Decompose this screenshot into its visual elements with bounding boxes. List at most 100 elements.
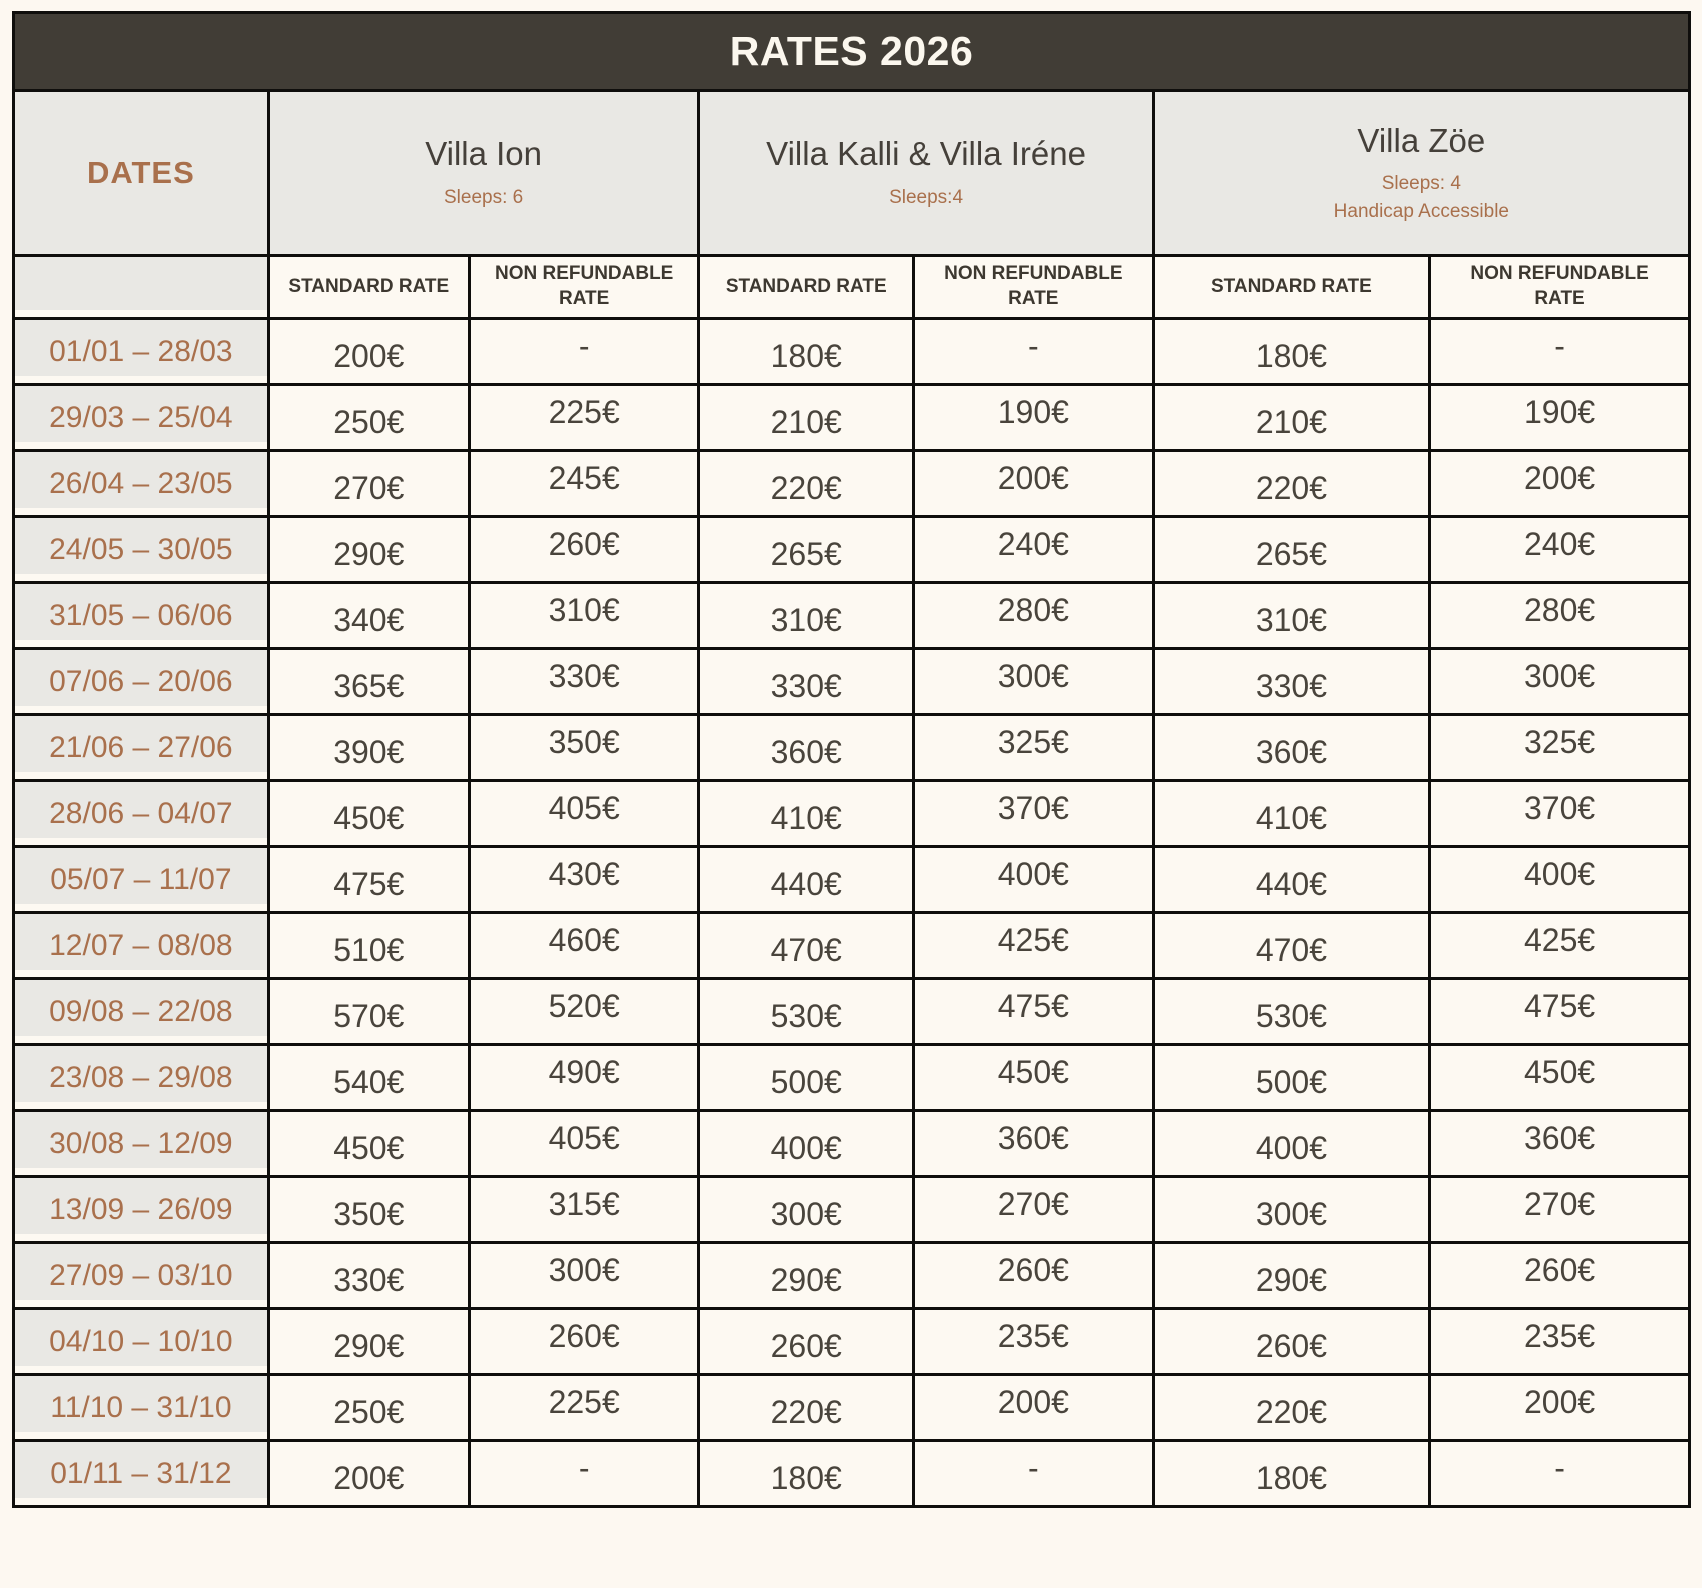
villa-sleeps: Sleeps: 4 bbox=[1381, 173, 1461, 195]
rate-value: 500€ bbox=[1255, 1063, 1327, 1100]
rate-value: 270€ bbox=[333, 469, 405, 506]
date-range-cell: 12/07 – 08/08 bbox=[12, 911, 270, 980]
rate-cell-non-refundable: 200€ bbox=[911, 1373, 1155, 1442]
rate-cell-standard: 260€ bbox=[697, 1307, 915, 1376]
rate-cell-standard: 390€ bbox=[266, 713, 471, 782]
rate-cell-standard: 290€ bbox=[697, 1241, 915, 1310]
rate-value: - bbox=[1027, 328, 1039, 364]
date-range-cell: 23/08 – 29/08 bbox=[12, 1043, 270, 1112]
rate-value: 310€ bbox=[1255, 601, 1327, 638]
rate-value: 200€ bbox=[1523, 1384, 1596, 1420]
rate-cell-standard: 220€ bbox=[1151, 449, 1432, 518]
rate-value: 180€ bbox=[770, 1459, 842, 1496]
table-body: 01/01 – 28/03 200€ - 180€ - 180€ - 29/03… bbox=[12, 317, 1691, 1508]
date-range: 04/10 – 10/10 bbox=[49, 1324, 233, 1358]
rate-cell-standard: 310€ bbox=[1151, 581, 1432, 650]
villa-zoe-header: Villa Zöe Sleeps: 4 Handicap Accessible bbox=[1151, 89, 1692, 257]
rate-cell-non-refundable: 260€ bbox=[467, 515, 701, 584]
non-refundable-rate-header: NON REFUNDABLE RATE bbox=[911, 254, 1155, 320]
table-row: 01/01 – 28/03 200€ - 180€ - 180€ - bbox=[12, 317, 1691, 386]
table-row: 05/07 – 11/07 475€ 430€ 440€ 400€ 440€ 4… bbox=[12, 845, 1691, 914]
rate-value: 225€ bbox=[548, 394, 620, 430]
date-range-cell: 09/08 – 22/08 bbox=[12, 977, 270, 1046]
rate-cell-non-refundable: 450€ bbox=[911, 1043, 1155, 1112]
rate-type-header-row: STANDARD RATE NON REFUNDABLE RATE STANDA… bbox=[12, 254, 1691, 320]
rate-cell-non-refundable: 280€ bbox=[1428, 581, 1691, 650]
rate-value: 180€ bbox=[1255, 1459, 1327, 1496]
rate-cell-standard: 470€ bbox=[697, 911, 915, 980]
rate-value: 365€ bbox=[333, 667, 405, 704]
rate-value: 520€ bbox=[548, 988, 620, 1024]
rate-value: 200€ bbox=[333, 1459, 405, 1496]
rate-cell-non-refundable: 300€ bbox=[911, 647, 1155, 716]
rate-cell-non-refundable: 300€ bbox=[1428, 647, 1691, 716]
date-range: 11/10 – 31/10 bbox=[50, 1390, 232, 1424]
rate-value: 300€ bbox=[997, 658, 1069, 694]
non-refundable-rate-header: NON REFUNDABLE RATE bbox=[1428, 254, 1691, 320]
rate-value: 220€ bbox=[770, 469, 842, 506]
rate-cell-standard: 330€ bbox=[266, 1241, 471, 1310]
rate-cell-standard: 440€ bbox=[697, 845, 915, 914]
rate-value: 290€ bbox=[333, 1327, 405, 1364]
rate-value: 340€ bbox=[333, 601, 405, 638]
rate-value: 510€ bbox=[333, 931, 405, 968]
rate-cell-non-refundable: 325€ bbox=[911, 713, 1155, 782]
rate-cell-non-refundable: 400€ bbox=[911, 845, 1155, 914]
rate-cell-standard: 180€ bbox=[1151, 1439, 1432, 1508]
rate-cell-non-refundable: - bbox=[1428, 317, 1691, 386]
rate-cell-non-refundable: 235€ bbox=[911, 1307, 1155, 1376]
rate-cell-non-refundable: 430€ bbox=[467, 845, 701, 914]
table-row: 04/10 – 10/10 290€ 260€ 260€ 235€ 260€ 2… bbox=[12, 1307, 1691, 1376]
rate-cell-non-refundable: 370€ bbox=[1428, 779, 1691, 848]
date-range: 23/08 – 29/08 bbox=[49, 1060, 233, 1094]
rate-value: 310€ bbox=[548, 592, 620, 628]
rate-cell-standard: 290€ bbox=[266, 1307, 471, 1376]
rate-value: 400€ bbox=[1523, 856, 1596, 892]
rate-value: 260€ bbox=[997, 1252, 1069, 1288]
date-range-cell: 21/06 – 27/06 bbox=[12, 713, 270, 782]
date-range: 01/11 – 31/12 bbox=[50, 1456, 232, 1490]
rate-value: 570€ bbox=[333, 997, 405, 1034]
rate-cell-standard: 265€ bbox=[1151, 515, 1432, 584]
table-row: 01/11 – 31/12 200€ - 180€ - 180€ - bbox=[12, 1439, 1691, 1508]
rate-value: 530€ bbox=[770, 997, 842, 1034]
rate-value: 200€ bbox=[1523, 460, 1596, 496]
date-range-cell: 24/05 – 30/05 bbox=[12, 515, 270, 584]
rate-value: 330€ bbox=[1255, 667, 1327, 704]
rate-value: 270€ bbox=[997, 1186, 1069, 1222]
rate-value: 325€ bbox=[1523, 724, 1596, 760]
rate-cell-non-refundable: 240€ bbox=[1428, 515, 1691, 584]
dates-label: DATES bbox=[86, 155, 195, 190]
rate-value: 300€ bbox=[1255, 1195, 1327, 1232]
rate-cell-standard: 340€ bbox=[266, 581, 471, 650]
rate-value: 400€ bbox=[997, 856, 1069, 892]
date-range: 12/07 – 08/08 bbox=[49, 928, 233, 962]
date-range-cell: 04/10 – 10/10 bbox=[12, 1307, 270, 1376]
rates-sheet: RATES 2026 DATES Villa Ion Sleeps: 6 Vil… bbox=[12, 11, 1692, 1508]
rate-cell-non-refundable: 425€ bbox=[1428, 911, 1691, 980]
rate-value: 440€ bbox=[1255, 865, 1327, 902]
table-row: 09/08 – 22/08 570€ 520€ 530€ 475€ 530€ 4… bbox=[12, 977, 1691, 1046]
rate-cell-standard: 470€ bbox=[1151, 911, 1432, 980]
table-row: 31/05 – 06/06 340€ 310€ 310€ 280€ 310€ 2… bbox=[12, 581, 1691, 650]
villa-header-row: DATES Villa Ion Sleeps: 6 Villa Kalli & … bbox=[12, 89, 1692, 257]
rate-value: 430€ bbox=[548, 856, 620, 892]
rate-value: 530€ bbox=[1255, 997, 1327, 1034]
date-range: 31/05 – 06/06 bbox=[49, 598, 233, 632]
rate-value: 450€ bbox=[333, 1129, 405, 1166]
rate-value: 260€ bbox=[770, 1327, 842, 1364]
villa-ion-header: Villa Ion Sleeps: 6 bbox=[266, 89, 701, 257]
date-range-cell: 05/07 – 11/07 bbox=[12, 845, 270, 914]
rate-cell-non-refundable: 460€ bbox=[467, 911, 701, 980]
date-range: 27/09 – 03/10 bbox=[49, 1258, 233, 1292]
rate-value: 265€ bbox=[1255, 535, 1327, 572]
rate-value: 290€ bbox=[1255, 1261, 1327, 1298]
date-range-cell: 13/09 – 26/09 bbox=[12, 1175, 270, 1244]
rate-cell-standard: 200€ bbox=[266, 317, 471, 386]
rate-value: 410€ bbox=[1255, 799, 1327, 836]
rate-value: 260€ bbox=[548, 1318, 620, 1354]
rate-cell-standard: 510€ bbox=[266, 911, 471, 980]
rate-value: 290€ bbox=[333, 535, 405, 572]
rate-cell-standard: 450€ bbox=[266, 1109, 471, 1178]
date-range-cell: 26/04 – 23/05 bbox=[12, 449, 270, 518]
